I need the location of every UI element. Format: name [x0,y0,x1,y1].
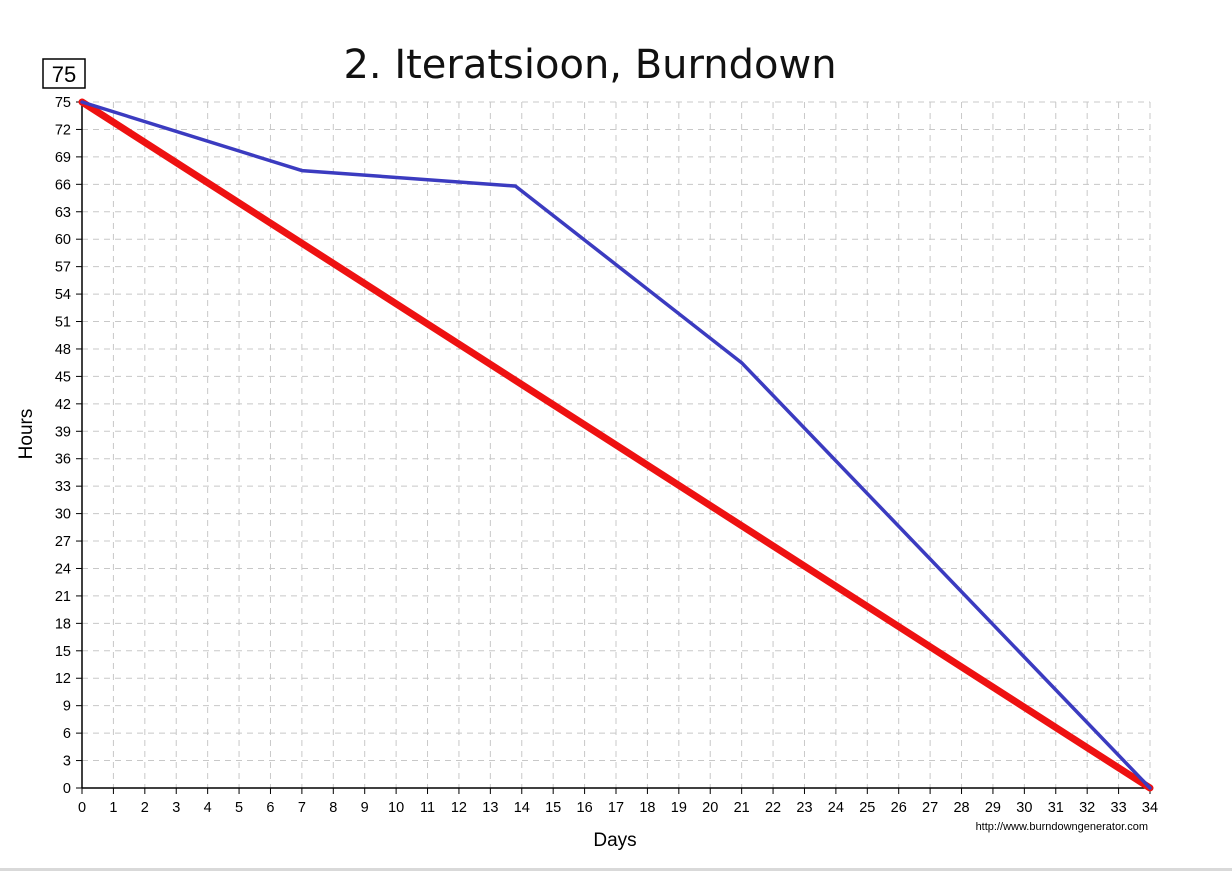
y-tick-label: 39 [55,424,71,440]
x-tick-label: 13 [482,800,498,816]
x-tick-label: 4 [204,800,212,816]
x-tick-label: 30 [1016,800,1032,816]
x-tick-label: 11 [420,800,435,816]
y-tick-label: 75 [55,95,71,111]
y-tick-label: 63 [55,205,71,221]
x-tick-label: 0 [78,800,86,816]
y-tick-label: 18 [55,616,71,632]
x-tick-label: 25 [859,800,875,816]
x-tick-label: 24 [828,800,844,816]
x-tick-label: 20 [702,800,718,816]
x-tick-label: 29 [985,800,1001,816]
x-tick-label: 26 [891,800,907,816]
x-tick-label: 19 [671,800,687,816]
series-line-ideal [78,98,1154,792]
x-tick-label: 16 [577,800,593,816]
x-tick-label: 12 [451,800,467,816]
x-tick-label: 18 [639,800,655,816]
x-tick-label: 9 [361,800,369,816]
series-lines [78,98,1154,792]
x-tick-label: 2 [141,800,149,816]
x-tick-label: 15 [545,800,561,816]
x-tick-label: 21 [734,800,750,816]
x-tick-label: 28 [953,800,969,816]
series-line-actual [80,100,1152,790]
y-tick-label: 6 [63,726,71,742]
x-tick-label: 7 [298,800,306,816]
y-axis-label: Hours [16,409,37,460]
x-tick-labels: 0 1 2 3 4 5 6 7 8 9 10 11 12 13 14 15 16 17 18 19 20 21 22 23 24… [78,800,1158,816]
x-tick-label: 31 [1048,800,1064,816]
y-tick-label: 21 [55,589,71,605]
y-tick-label: 42 [55,397,71,413]
x-tick-label: 17 [608,800,624,816]
y-tick-label: 24 [55,561,71,577]
y-tick-label: 69 [55,150,71,166]
x-tick-label: 22 [765,800,781,816]
y-tick-label: 72 [55,122,71,138]
y-tick-label: 48 [55,342,71,358]
x-tick-label: 10 [388,800,404,816]
y-tick-label: 36 [55,452,71,468]
y-tick-label: 30 [55,507,71,523]
y-tick-label: 15 [55,644,71,660]
x-axis-label: Days [593,830,636,851]
bottom-divider [0,868,1232,871]
x-tick-label: 27 [922,800,938,816]
axes [76,101,1151,794]
y-tick-label: 45 [55,369,71,385]
y-tick-label: 60 [55,232,71,248]
y-tick-label: 9 [63,699,71,715]
y-tick-label: 66 [55,177,71,193]
x-tick-label: 33 [1111,800,1127,816]
x-tick-label: 6 [266,800,274,816]
x-tick-label: 8 [329,800,337,816]
y-tick-label: 27 [55,534,71,550]
x-tick-label: 14 [514,800,530,816]
x-tick-label: 1 [109,800,117,816]
x-tick-label: 34 [1142,800,1158,816]
x-tick-label: 32 [1079,800,1095,816]
y-tick-label: 12 [55,671,71,687]
y-tick-label: 0 [63,781,71,797]
y-tick-label: 3 [63,754,71,770]
x-tick-label: 3 [172,800,180,816]
max-badge: 75 [42,58,86,89]
y-tick-label: 57 [55,260,71,276]
x-tick-label: 5 [235,800,243,816]
x-tick-label: 23 [796,800,812,816]
credit-link[interactable]: http://www.burndowngenerator.com [976,821,1148,833]
chart-title: 2. Iteratsioon, Burndown [343,42,836,88]
y-tick-labels: 0369121518212427303336394245485154576063… [55,95,71,797]
max-badge-value: 75 [52,62,76,87]
y-tick-label: 33 [55,479,71,495]
y-tick-label: 51 [55,315,71,331]
y-tick-label: 54 [55,287,71,303]
